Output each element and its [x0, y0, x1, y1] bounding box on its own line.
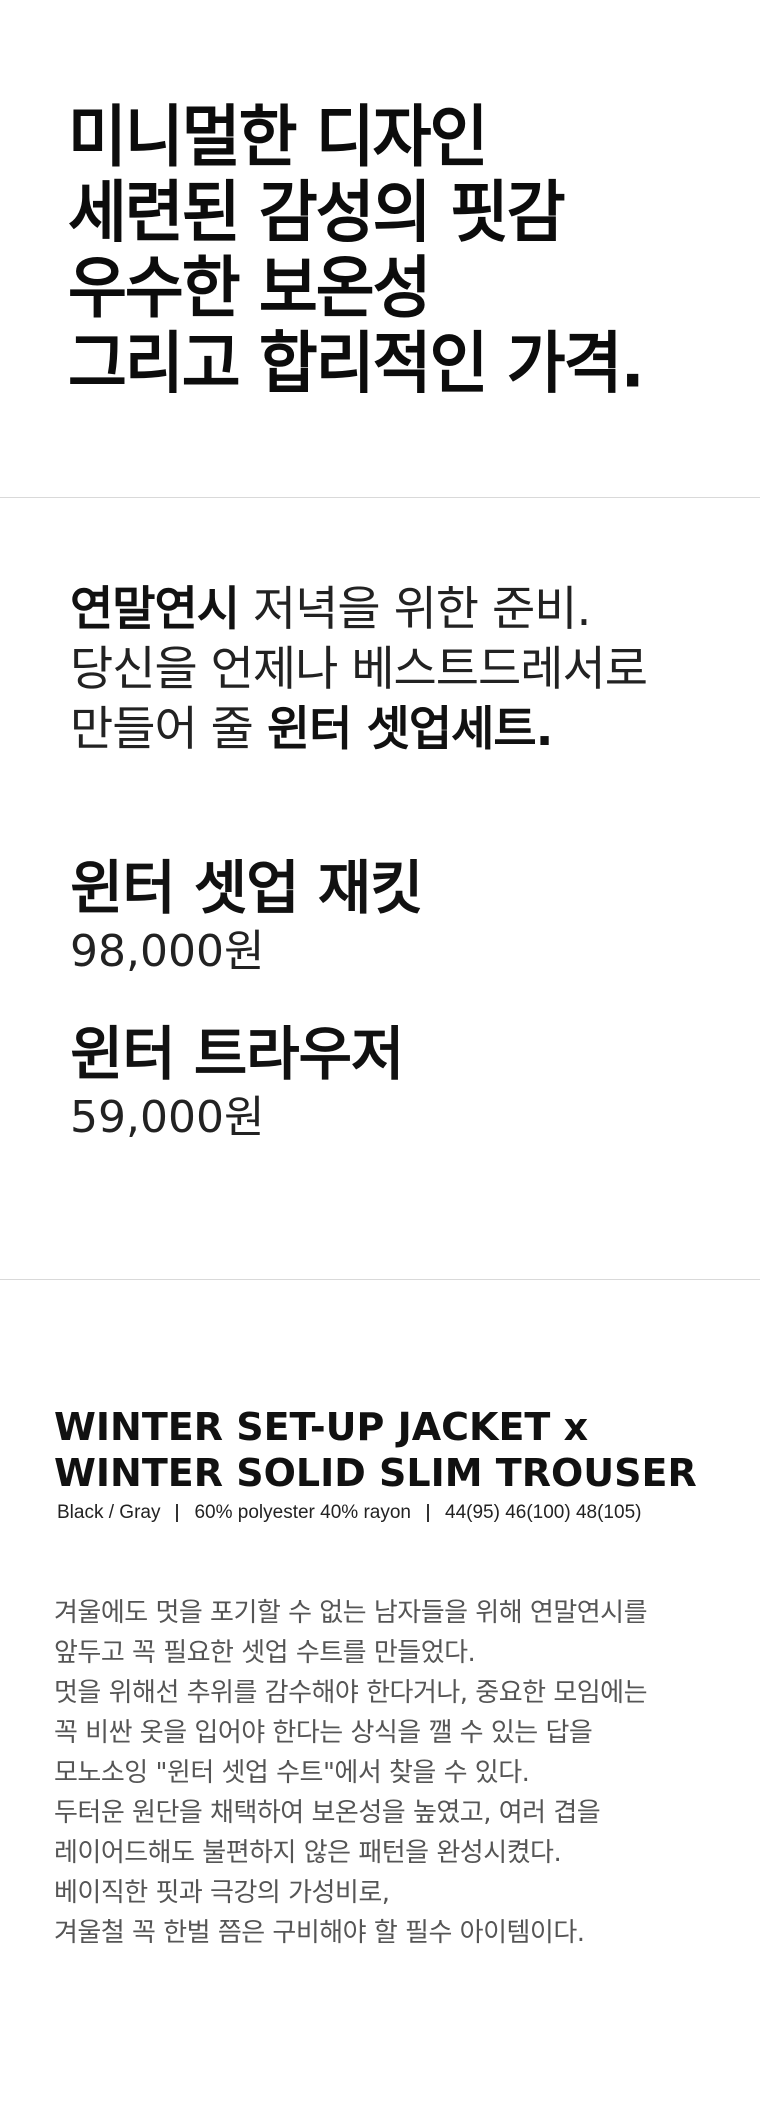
intro-emphasis: 연말연시 [70, 582, 240, 637]
intro-emphasis: 윈터 셋업세트. [266, 702, 554, 757]
product-jacket: 윈터 셋업 재킷 98,000원 [70, 852, 424, 980]
section-divider [0, 1279, 760, 1280]
intro-text: 저녁을 위한 준비. [238, 582, 592, 637]
intro-text: 만들어 줄 [70, 702, 267, 757]
spec-color: Black / Gray [57, 1502, 161, 1523]
description-line: 앞두고 꼭 필요한 셋업 수트를 만들었다. [54, 1638, 476, 1668]
hero-line: 그리고 합리적인 가격. [68, 325, 645, 404]
description-line: 레이어드해도 불편하지 않은 패턴을 완성시켰다. [54, 1838, 562, 1868]
description-line: 꼭 비싼 옷을 입어야 한다는 상식을 깰 수 있는 답을 [54, 1718, 593, 1748]
product-specs: Black / Gray 60% polyester 40% rayon 44(… [57, 1502, 641, 1524]
intro-line: 만들어 줄 윈터 셋업세트. [70, 700, 647, 760]
spec-separator [176, 1504, 179, 1522]
spec-material: 60% polyester 40% rayon [194, 1502, 411, 1523]
english-title-line: WINTER SOLID SLIM TROUSER [54, 1451, 697, 1495]
description-line: 모노소잉 "윈터 셋업 수트"에서 찾을 수 있다. [54, 1758, 530, 1788]
product-name: 윈터 셋업 재킷 [70, 854, 424, 922]
description-line: 겨울에도 멋을 포기할 수 없는 남자들을 위해 연말연시를 [54, 1598, 648, 1628]
product-description: 겨울에도 멋을 포기할 수 없는 남자들을 위해 연말연시를 앞두고 꼭 필요한… [54, 1593, 648, 1953]
description-line: 두터운 원단을 채택하여 보온성을 높였고, 여러 겹을 [54, 1798, 601, 1828]
product-trouser: 윈터 트라우저 59,000원 [70, 1018, 404, 1146]
spec-separator [427, 1504, 429, 1522]
intro-copy: 연말연시 저녁을 위한 준비. 당신을 언제나 베스트드레서로 만들어 줄 윈터… [70, 580, 648, 760]
section-divider [0, 497, 760, 498]
english-title-line: WINTER SET-UP JACKET x [54, 1405, 589, 1449]
description-line: 겨울철 꼭 한벌 쯤은 구비해야 할 필수 아이템이다. [54, 1918, 585, 1948]
hero-line: 세련된 감성의 핏감 [68, 174, 566, 253]
product-name: 윈터 트라우저 [70, 1020, 404, 1088]
intro-line: 연말연시 저녁을 위한 준비. [70, 580, 647, 640]
hero-line: 미니멀한 디자인 [68, 98, 488, 177]
hero-headline: 미니멀한 디자인 세련된 감성의 핏감 우수한 보온성 그리고 합리적인 가격. [68, 98, 645, 404]
product-price: 98,000원 [70, 926, 265, 977]
product-price: 59,000원 [70, 1092, 265, 1143]
hero-section: 미니멀한 디자인 세련된 감성의 핏감 우수한 보온성 그리고 합리적인 가격. [0, 0, 760, 497]
product-english-title: WINTER SET-UP JACKET x WINTER SOLID SLIM… [54, 1404, 697, 1496]
description-line: 베이직한 핏과 극강의 가성비로, [54, 1878, 390, 1908]
hero-line: 우수한 보온성 [68, 250, 432, 328]
intro-line: 당신을 언제나 베스트드레서로 [70, 642, 648, 697]
description-line: 멋을 위해선 추위를 감수해야 한다거나, 중요한 모임에는 [54, 1678, 648, 1708]
spec-sizes: 44(95) 46(100) 48(105) [445, 1502, 642, 1523]
